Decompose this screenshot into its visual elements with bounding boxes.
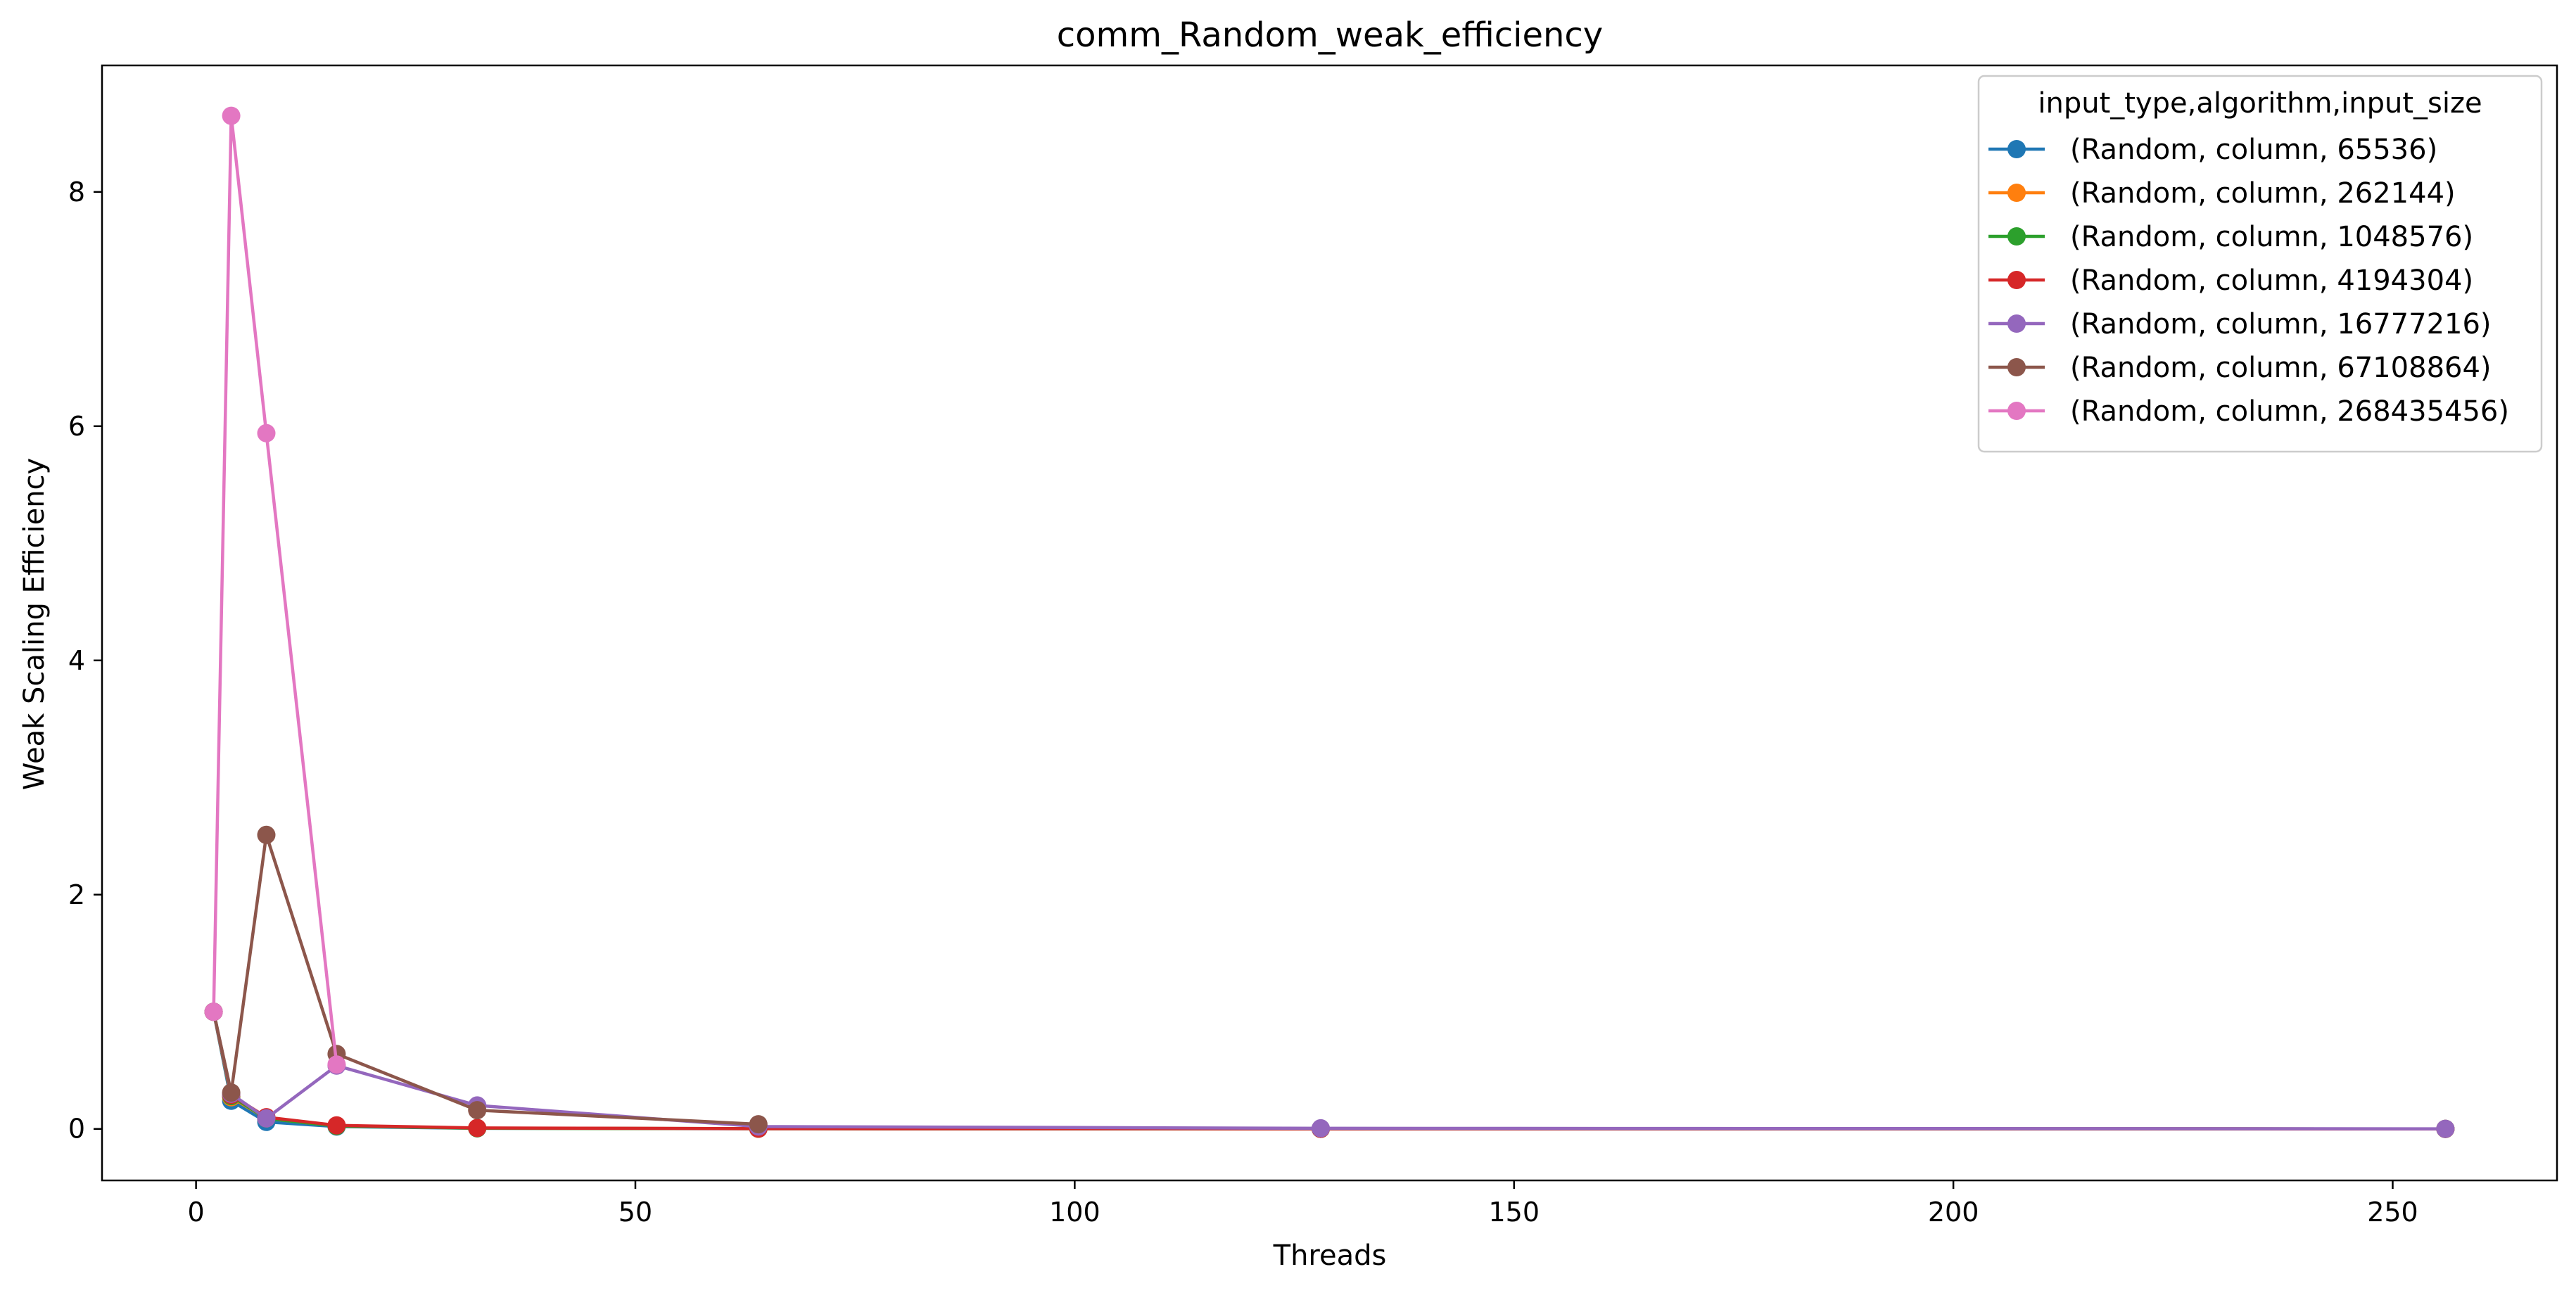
data-point	[468, 1101, 487, 1120]
x-tick-label: 200	[1928, 1197, 1979, 1228]
x-tick-label: 0	[188, 1197, 205, 1228]
legend-marker	[2007, 184, 2026, 202]
legend-label: (Random, column, 4194304)	[2070, 265, 2473, 297]
legend-label: (Random, column, 262144)	[2070, 177, 2456, 210]
data-point	[257, 825, 276, 844]
legend-item: (Random, column, 262144)	[1988, 177, 2456, 210]
legend-box	[1977, 75, 2543, 453]
legend-item: (Random, column, 65536)	[1988, 134, 2437, 166]
legend-marker	[2007, 271, 2026, 289]
plot-area: 0 50 100 150 200 250 0 2 4 6 8	[68, 64, 2558, 1228]
legend-title: input_type,algorithm,input_size	[2038, 87, 2482, 120]
y-tick-label: 6	[68, 411, 85, 442]
x-axis-label: Threads	[1273, 1240, 1387, 1272]
x-tick-label: 150	[1488, 1197, 1540, 1228]
legend-item: (Random, column, 4194304)	[1988, 265, 2473, 297]
x-tick-label: 250	[2367, 1197, 2418, 1228]
legend: input_type,algorithm,input_size (Random, …	[1977, 75, 2543, 453]
legend-item: (Random, column, 268435456)	[1988, 395, 2509, 428]
data-point	[204, 1002, 223, 1021]
x-tick-label: 100	[1049, 1197, 1100, 1228]
data-point	[327, 1116, 346, 1135]
legend-marker	[2007, 140, 2026, 158]
x-tick-label: 50	[618, 1197, 652, 1228]
data-point	[222, 106, 241, 125]
data-point	[222, 1083, 241, 1102]
legend-label: (Random, column, 1048576)	[2070, 221, 2473, 253]
legend-label: (Random, column, 67108864)	[2070, 352, 2492, 384]
legend-item: (Random, column, 67108864)	[1988, 352, 2492, 384]
legend-marker	[2007, 358, 2026, 376]
data-point	[2436, 1119, 2455, 1138]
y-tick-label: 8	[68, 177, 85, 208]
legend-marker	[2007, 402, 2026, 420]
data-point	[327, 1055, 346, 1074]
legend-marker	[2007, 314, 2026, 333]
y-tick-label: 0	[68, 1114, 85, 1145]
data-point	[468, 1119, 487, 1138]
y-tick-label: 4	[68, 645, 85, 676]
legend-label: (Random, column, 268435456)	[2070, 395, 2509, 428]
data-point	[1312, 1119, 1330, 1138]
data-point	[257, 423, 276, 442]
series-6	[204, 106, 346, 1074]
chart-title: comm_Random_weak_efficiency	[1057, 15, 1603, 55]
legend-label: (Random, column, 16777216)	[2070, 308, 2492, 340]
y-axis-label: Weak Scaling Efficiency	[18, 458, 51, 790]
legend-label: (Random, column, 65536)	[2070, 134, 2437, 166]
series-line-6	[212, 114, 338, 1065]
data-point	[749, 1115, 768, 1134]
data-point	[257, 1109, 276, 1128]
legend-marker	[2007, 227, 2026, 246]
legend-item: (Random, column, 1048576)	[1988, 221, 2473, 253]
axes-frame	[101, 64, 2558, 1182]
series-line-5	[212, 833, 759, 1126]
legend-item: (Random, column, 16777216)	[1988, 308, 2492, 340]
y-tick-label: 2	[68, 879, 85, 910]
